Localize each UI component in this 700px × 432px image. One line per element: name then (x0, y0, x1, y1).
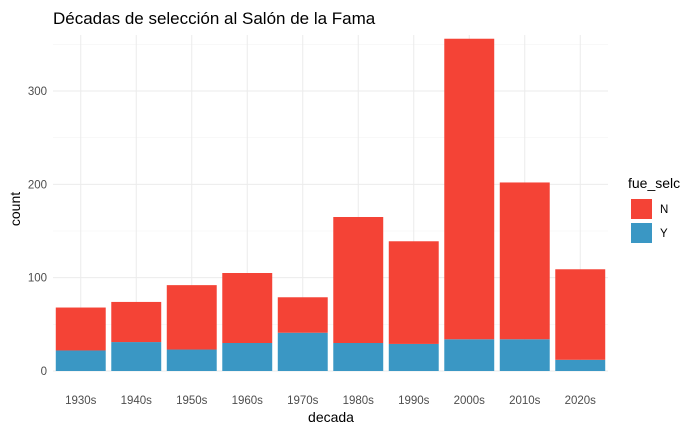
x-tick-label: 2010s (509, 395, 541, 407)
bar-N-1950s (166, 285, 217, 350)
bar-Y-1940s (111, 342, 162, 371)
bars (55, 38, 606, 371)
x-tick-label: 2000s (454, 395, 486, 407)
legend-swatch-Y (631, 223, 652, 243)
bar-N-1930s (55, 307, 106, 351)
x-tick-label: 1970s (287, 395, 319, 407)
x-axis-title: decada (308, 409, 354, 425)
bar-N-1970s (277, 297, 328, 333)
x-tick-label: 1960s (232, 395, 264, 407)
x-tick-label: 1950s (176, 395, 208, 407)
bar-Y-1960s (222, 343, 273, 371)
bar-N-1940s (111, 301, 162, 343)
legend-title: fue_selc (628, 175, 680, 191)
x-tick-label: 1990s (398, 395, 430, 407)
chart-title: Décadas de selección al Salón de la Fama (53, 9, 376, 28)
bar-Y-2020s (555, 359, 606, 371)
y-tick-label: 0 (41, 366, 47, 378)
legend: fue_selc NY (628, 175, 680, 243)
y-axis: 0 100 200 300 (28, 86, 47, 378)
x-axis: 1930s 1940s 1950s 1960s 1970s 1980s 1990s 2000s… (65, 395, 596, 407)
bar-N-2010s (499, 182, 550, 340)
y-axis-title: count (7, 192, 23, 226)
y-tick-label: 200 (28, 179, 47, 191)
bar-Y-1950s (166, 349, 217, 371)
legend-label-N: N (660, 204, 668, 216)
bar-Y-1930s (55, 350, 106, 371)
bar-Y-1990s (388, 343, 439, 371)
legend-label-Y: Y (660, 228, 668, 240)
x-tick-label: 1980s (343, 395, 375, 407)
bar-N-1960s (222, 273, 273, 343)
bar-Y-1980s (333, 343, 384, 371)
bar-Y-2000s (444, 339, 495, 371)
y-tick-label: 100 (28, 273, 47, 285)
x-tick-label: 1940s (121, 395, 153, 407)
bar-Y-2010s (499, 339, 550, 371)
y-tick-label: 300 (28, 86, 47, 98)
bar-Y-1970s (277, 332, 328, 371)
bar-N-1990s (388, 241, 439, 344)
bar-N-2020s (555, 269, 606, 360)
bar-N-1980s (333, 217, 384, 343)
x-tick-label: 2020s (565, 395, 597, 407)
legend-swatch-N (631, 199, 652, 219)
bar-N-2000s (444, 38, 495, 340)
x-tick-label: 1930s (65, 395, 97, 407)
